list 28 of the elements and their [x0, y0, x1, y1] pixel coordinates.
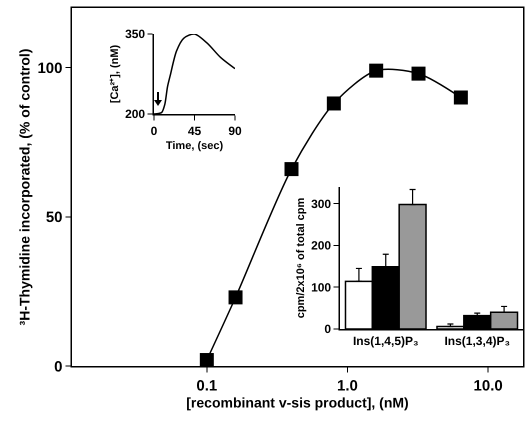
x-tick-label: 1.0 — [337, 378, 358, 394]
y-tick-label: 300 — [311, 196, 332, 211]
point — [326, 96, 341, 110]
x-tick-label: 90 — [228, 124, 242, 138]
y-tick-label: 0 — [54, 358, 62, 376]
point — [412, 66, 426, 81]
x-tick-label: Ins(1,3,4)P₃ — [444, 334, 510, 348]
point — [284, 162, 299, 176]
y-axis-title: ³H-Thymidine incorporated, (% of control) — [16, 48, 32, 326]
x-tick-label: 0 — [150, 124, 158, 138]
point — [200, 353, 214, 368]
x-tick-label: 45 — [188, 124, 202, 138]
y-axis-title: cpm/2x10⁶ of total cpm — [294, 197, 307, 318]
y-tick-label: 0 — [324, 322, 332, 336]
y-tick-label: 100 — [37, 60, 62, 77]
y-tick-label: 200 — [125, 107, 146, 122]
y-axis-title: [Ca²⁺], (nM) — [108, 44, 121, 104]
point — [369, 64, 384, 78]
x-tick-label: Ins(1,4,5)P₃ — [352, 334, 419, 348]
y-tick-label: 200 — [311, 238, 332, 253]
x-axis-title: [recombinant v-sis product], (nM) — [186, 394, 409, 411]
x-tick-label: 10.0 — [474, 378, 503, 394]
x-tick-label: 0.1 — [196, 378, 218, 394]
y-tick-label: 100 — [311, 280, 332, 294]
y-tick-label: 50 — [46, 209, 62, 226]
x-axis-title: Time, (sec) — [166, 140, 224, 152]
y-tick-label: 350 — [125, 27, 146, 42]
point — [454, 90, 468, 104]
